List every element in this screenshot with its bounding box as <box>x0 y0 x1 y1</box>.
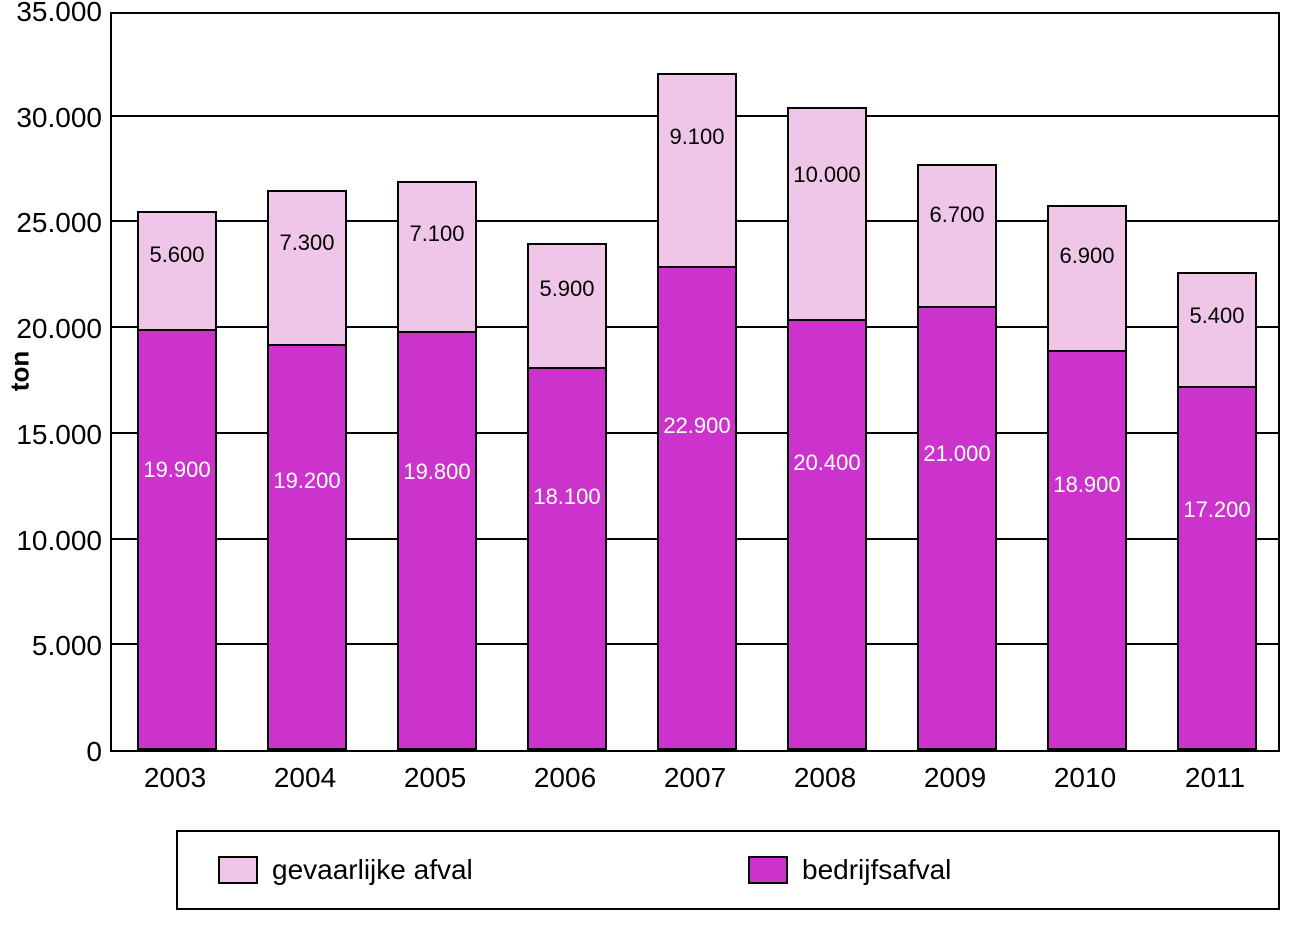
bar-value-label: 19.800 <box>403 459 470 485</box>
bar-value-label: 17.200 <box>1183 497 1250 523</box>
legend-label: gevaarlijke afval <box>272 854 473 886</box>
bar-segment-bedrijfsafval: 17.200 <box>1177 386 1258 750</box>
bar-group: 22.900 9.100 <box>657 10 738 750</box>
x-tick-label: 2011 <box>1185 762 1245 794</box>
bar-segment-gevaarlijke-afval: 5.900 <box>527 243 608 370</box>
bar-group: 18.900 6.900 <box>1047 10 1128 750</box>
y-tick-label: 15.000 <box>2 419 102 451</box>
bar-segment-bedrijfsafval: 22.900 <box>657 266 738 750</box>
plot-area: 19.900 5.600 19.200 7.300 19.800 7.100 18.100 5… <box>110 12 1280 752</box>
bar-value-label: 21.000 <box>923 441 990 467</box>
bar-group: 21.000 6.700 <box>917 10 998 750</box>
y-tick-label: 20.000 <box>2 313 102 345</box>
bar-segment-gevaarlijke-afval: 7.100 <box>397 181 478 333</box>
bar-group: 19.200 7.300 <box>267 10 348 750</box>
bar-value-label: 5.900 <box>539 276 594 302</box>
bar-group: 20.400 10.000 <box>787 10 868 750</box>
bar-value-label: 18.100 <box>533 484 600 510</box>
y-axis-label: ton <box>5 351 36 391</box>
x-tick-label: 2008 <box>794 762 856 794</box>
bar-value-label: 19.900 <box>143 457 210 483</box>
bar-value-label: 7.300 <box>279 230 334 256</box>
bar-value-label: 5.600 <box>149 242 204 268</box>
legend: gevaarlijke afval bedrijfsafval <box>176 830 1280 910</box>
bar-segment-gevaarlijke-afval: 5.400 <box>1177 272 1258 388</box>
y-tick-label: 0 <box>2 736 102 768</box>
bar-segment-bedrijfsafval: 19.900 <box>137 329 218 750</box>
bar-segment-gevaarlijke-afval: 6.700 <box>917 164 998 308</box>
legend-swatch <box>748 856 788 884</box>
bar-segment-gevaarlijke-afval: 5.600 <box>137 211 218 331</box>
bar-value-label: 18.900 <box>1053 472 1120 498</box>
bar-value-label: 6.700 <box>929 202 984 228</box>
x-tick-label: 2010 <box>1054 762 1116 794</box>
bar-segment-gevaarlijke-afval: 9.100 <box>657 73 738 267</box>
bar-segment-bedrijfsafval: 18.100 <box>527 367 608 750</box>
bar-value-label: 10.000 <box>793 162 860 188</box>
bar-group: 18.100 5.900 <box>527 10 608 750</box>
bar-segment-bedrijfsafval: 19.200 <box>267 344 348 750</box>
bar-segment-bedrijfsafval: 20.400 <box>787 319 868 750</box>
x-tick-label: 2005 <box>404 762 466 794</box>
bar-value-label: 7.100 <box>409 221 464 247</box>
legend-item: gevaarlijke afval <box>218 854 748 886</box>
bar-group: 19.900 5.600 <box>137 10 218 750</box>
bar-segment-gevaarlijke-afval: 10.000 <box>787 107 868 320</box>
x-tick-label: 2004 <box>274 762 336 794</box>
y-tick-label: 10.000 <box>2 525 102 557</box>
bar-segment-bedrijfsafval: 18.900 <box>1047 350 1128 750</box>
waste-stacked-bar-chart: 19.900 5.600 19.200 7.300 19.800 7.100 18.100 5… <box>0 0 1296 937</box>
bar-value-label: 19.200 <box>273 468 340 494</box>
legend-swatch <box>218 856 258 884</box>
x-tick-label: 2003 <box>144 762 206 794</box>
legend-item: bedrijfsafval <box>748 854 1278 886</box>
x-tick-label: 2009 <box>924 762 986 794</box>
y-tick-label: 5.000 <box>2 630 102 662</box>
bar-value-label: 22.900 <box>663 413 730 439</box>
x-tick-label: 2006 <box>534 762 596 794</box>
bar-segment-bedrijfsafval: 19.800 <box>397 331 478 750</box>
bar-group: 17.200 5.400 <box>1177 10 1258 750</box>
y-tick-label: 35.000 <box>2 0 102 28</box>
bar-value-label: 20.400 <box>793 450 860 476</box>
bar-value-label: 9.100 <box>669 124 724 150</box>
bar-group: 19.800 7.100 <box>397 10 478 750</box>
bar-segment-gevaarlijke-afval: 7.300 <box>267 190 348 346</box>
bar-segment-bedrijfsafval: 21.000 <box>917 306 998 750</box>
y-tick-label: 25.000 <box>2 207 102 239</box>
bar-segment-gevaarlijke-afval: 6.900 <box>1047 205 1128 353</box>
bar-value-label: 5.400 <box>1189 303 1244 329</box>
x-tick-label: 2007 <box>664 762 726 794</box>
legend-label: bedrijfsafval <box>802 854 951 886</box>
y-tick-label: 30.000 <box>2 102 102 134</box>
bar-value-label: 6.900 <box>1059 243 1114 269</box>
